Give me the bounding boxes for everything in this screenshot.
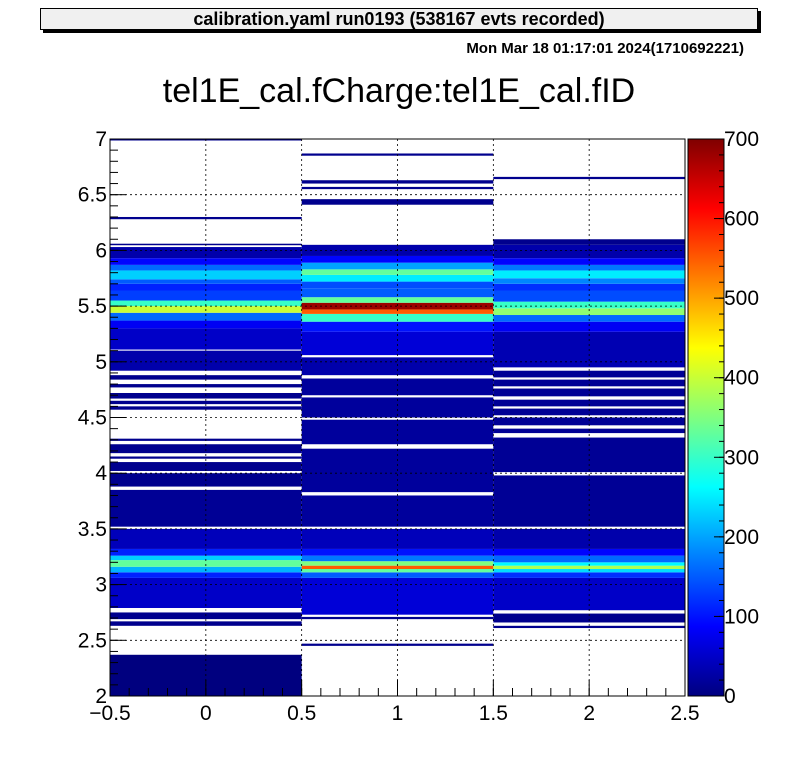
z-tick-label: 100	[724, 605, 759, 628]
x-tick-label: 2.5	[670, 702, 699, 725]
heatmap-cell	[301, 288, 494, 298]
heatmap-cell	[301, 331, 494, 356]
heatmap-cell	[110, 462, 302, 471]
color-scale: 0 100 200 300 400 500 600 700	[687, 128, 759, 708]
heatmap-cell	[110, 406, 302, 410]
heatmap-cell	[493, 264, 685, 271]
heatmap-cell	[110, 328, 302, 350]
heatmap-cell	[493, 308, 685, 316]
y-tick-label: 2.5	[78, 629, 107, 652]
heatmap-cell	[301, 186, 494, 190]
heatmap-cell	[493, 408, 685, 416]
heatmap-cell	[110, 247, 302, 259]
plot-title: tel1E_cal.fCharge:tel1E_cal.fID	[162, 72, 636, 110]
x-tick-label: 0	[200, 702, 212, 725]
heatmap-cell	[110, 283, 302, 291]
canvas-header: calibration.yaml run0193 (538167 evts re…	[40, 8, 758, 30]
z-tick-label: 0	[724, 685, 736, 708]
heatmap-cell	[110, 548, 302, 556]
heatmap-cell	[110, 375, 302, 380]
heatmap-cell	[493, 417, 685, 426]
heatmap-cell	[493, 290, 685, 302]
z-tick-label: 400	[724, 367, 759, 390]
heatmap-cell	[493, 565, 685, 570]
heatmap-cell	[301, 180, 494, 184]
heatmap-cell	[301, 561, 494, 566]
heatmap-cell	[493, 176, 685, 180]
heatmap-cell	[493, 555, 685, 563]
heatmap-cell	[493, 278, 685, 284]
heatmap-cell	[301, 616, 494, 620]
axes: −0.5 0 0.5 1 1.5 2 2.5 2 2.5 3 3.5 4 4.5 5 5.5 6 6.5 7	[78, 128, 700, 725]
color-bar	[687, 138, 725, 697]
heatmap-cell	[301, 199, 494, 205]
y-tick-label: 5	[95, 351, 107, 374]
heatmap-cell	[493, 321, 685, 332]
z-tick-label: 200	[724, 526, 759, 549]
heatmap-cell	[493, 239, 685, 245]
z-tick-label: 600	[724, 208, 759, 231]
heatmap-cell	[301, 269, 494, 275]
y-tick-label: 6.5	[78, 184, 107, 207]
heatmap-cell	[301, 321, 494, 332]
y-tick-label: 4.5	[78, 407, 107, 430]
x-tick-label: −0.5	[89, 702, 130, 725]
x-tick-label: 2	[583, 702, 595, 725]
heatmap-cell	[110, 279, 302, 284]
y-tick-label: 2	[95, 685, 107, 708]
heatmap-cell	[493, 388, 685, 397]
heatmap-cell	[493, 399, 685, 407]
heatmap-cell	[110, 216, 302, 220]
heatmap-cell	[493, 283, 685, 291]
y-tick-label: 4	[95, 462, 107, 485]
heatmap-cell	[110, 528, 302, 549]
heatmap-cell	[110, 264, 302, 271]
grid-lines	[110, 139, 685, 696]
heatmap-cell	[493, 315, 685, 322]
heatmap-cell	[301, 309, 494, 314]
heatmap-cell	[493, 258, 685, 265]
z-tick-label: 500	[724, 287, 759, 310]
heatmap-cell	[110, 577, 302, 608]
heatmap-cell	[493, 625, 685, 629]
heatmap-cell	[301, 313, 494, 322]
y-tick-label: 5.5	[78, 295, 107, 318]
heatmap-cell	[301, 528, 494, 549]
x-tick-label: 0.5	[287, 702, 316, 725]
heatmap-cell	[110, 312, 302, 321]
heatmap-cell	[110, 400, 302, 405]
heatmap-cell	[493, 528, 685, 549]
heatmap-cell	[301, 555, 494, 562]
heatmap-cell	[110, 444, 302, 454]
heatmap-cell	[301, 565, 494, 570]
x-tick-label: 1	[392, 702, 404, 725]
heatmap-cell	[493, 548, 685, 556]
heatmap-cell	[493, 562, 685, 566]
heatmap-cell	[110, 560, 302, 567]
heatmap-cell	[301, 548, 494, 556]
heatmap-cell	[301, 397, 494, 418]
z-tick-label: 300	[724, 446, 759, 469]
timestamp-label: Mon Mar 18 01:17:01 2024(1710692221)	[466, 40, 744, 57]
heatmap-cell	[301, 378, 494, 396]
heatmap-cell	[493, 613, 685, 623]
header-title: calibration.yaml run0193 (538167 evts re…	[193, 9, 605, 29]
heatmap-cell	[110, 621, 302, 626]
heatmap-cell	[301, 302, 494, 310]
heatmap-cell	[493, 475, 685, 527]
heatmap-cell	[110, 456, 302, 459]
y-tick-label: 6	[95, 239, 107, 262]
heatmap-cell	[493, 379, 685, 387]
heatmap-cell	[110, 555, 302, 561]
z-tick-label: 700	[724, 128, 759, 151]
x-tick-label: 1.5	[479, 702, 508, 725]
heatmap-cell	[301, 274, 494, 282]
y-tick-label: 7	[95, 128, 107, 151]
heatmap-cell	[110, 300, 302, 307]
heatmap-cell	[110, 258, 302, 265]
y-tick-label: 3.5	[78, 518, 107, 541]
heatmap-cell	[493, 244, 685, 259]
y-tick-label: 3	[95, 574, 107, 597]
